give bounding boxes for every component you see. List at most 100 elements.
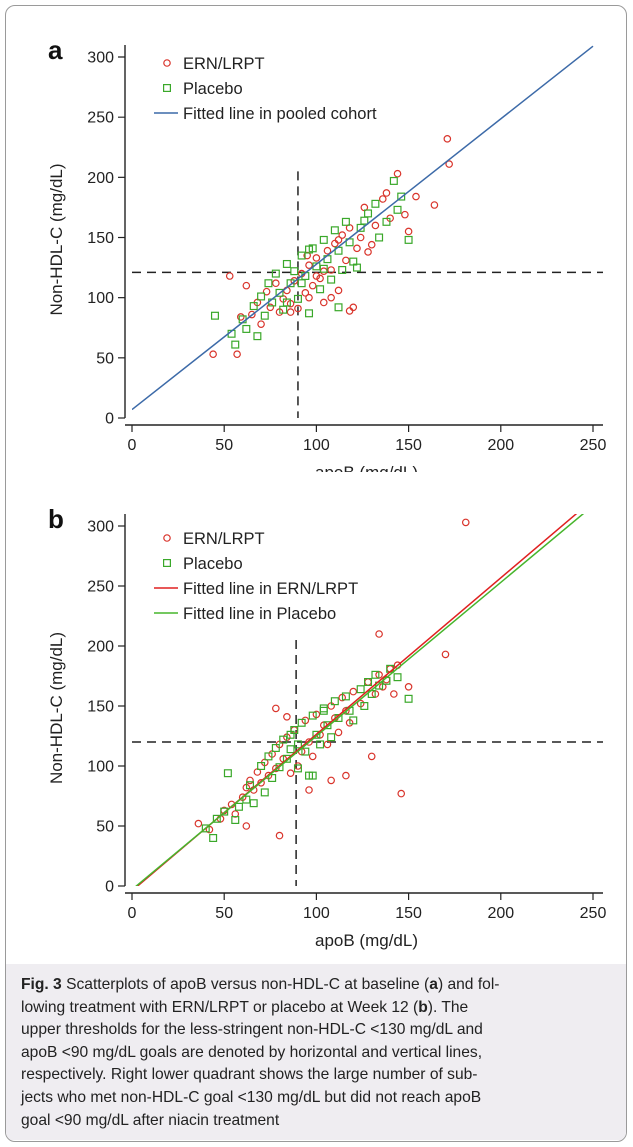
data-point-square bbox=[282, 754, 291, 763]
data-point-square bbox=[360, 216, 369, 225]
data-point-circle bbox=[209, 350, 217, 359]
legend-label: Fitted line in ERN/LRPT bbox=[183, 580, 358, 598]
data-point-circle bbox=[301, 289, 310, 297]
legend-label: ERN/LRPT bbox=[183, 530, 265, 548]
data-point-square bbox=[242, 324, 251, 333]
data-point-square bbox=[364, 209, 373, 218]
data-point-circle bbox=[349, 303, 358, 312]
data-point-circle bbox=[356, 233, 365, 242]
data-point-square bbox=[275, 288, 284, 297]
data-point-circle bbox=[225, 272, 234, 280]
legend-marker-square bbox=[163, 558, 172, 567]
data-point-square bbox=[349, 716, 358, 725]
data-point-square bbox=[327, 275, 336, 284]
data-point-square bbox=[371, 670, 380, 679]
y-tick-label: 50 bbox=[96, 819, 114, 836]
data-point-circle bbox=[262, 287, 271, 296]
data-point-square bbox=[297, 279, 306, 288]
legend-label: Placebo bbox=[183, 555, 243, 573]
caption-label: Fig. 3 bbox=[21, 976, 62, 993]
data-point-circle bbox=[272, 704, 280, 713]
data-point-square bbox=[316, 740, 325, 749]
data-point-square bbox=[305, 245, 314, 254]
x-tick-label: 50 bbox=[215, 437, 233, 454]
data-point-circle bbox=[342, 771, 350, 780]
data-point-square bbox=[360, 702, 369, 711]
fit-line bbox=[132, 45, 594, 411]
data-point-circle bbox=[319, 267, 328, 275]
data-point-square bbox=[364, 678, 373, 687]
data-point-circle bbox=[242, 822, 251, 830]
data-point-circle bbox=[443, 135, 452, 143]
data-point-square bbox=[249, 799, 258, 808]
data-point-square bbox=[260, 311, 269, 320]
data-point-square bbox=[308, 711, 317, 720]
x-tick-label: 100 bbox=[303, 437, 330, 454]
data-point-square bbox=[461, 503, 468, 510]
data-point-square bbox=[286, 279, 295, 288]
data-point-circle bbox=[305, 293, 313, 302]
caption-line-4: respectively. Right lower quadrant shows… bbox=[21, 1066, 478, 1084]
data-point-square bbox=[308, 771, 317, 780]
data-point-circle bbox=[397, 789, 406, 798]
data-point-square bbox=[234, 802, 243, 811]
data-point-circle bbox=[461, 518, 470, 527]
caption-line-3: apoB <90 mg/dL goals are denoted by hori… bbox=[21, 1043, 483, 1061]
x-axis-label: apoB (mg/dL) bbox=[315, 931, 418, 950]
data-point-square bbox=[286, 745, 295, 754]
data-point-circle bbox=[401, 210, 409, 219]
caption-line-6: goal <90 mg/dL after niacin treatment bbox=[21, 1111, 280, 1129]
data-point-square bbox=[271, 269, 280, 278]
data-point-square bbox=[397, 192, 406, 201]
data-point-square bbox=[371, 199, 380, 208]
x-tick-label: 200 bbox=[487, 437, 514, 454]
data-point-square bbox=[253, 332, 262, 341]
data-point-square bbox=[223, 769, 232, 778]
data-point-circle bbox=[327, 266, 335, 274]
panel-label: a bbox=[48, 35, 63, 65]
data-point-square bbox=[271, 744, 280, 753]
data-point-circle bbox=[367, 240, 376, 249]
x-tick-label: 100 bbox=[303, 905, 330, 922]
data-point-square bbox=[212, 814, 221, 823]
y-tick-label: 150 bbox=[87, 230, 114, 247]
data-point-circle bbox=[390, 690, 398, 698]
data-point-circle bbox=[236, 313, 245, 321]
data-point-square bbox=[293, 764, 302, 773]
y-tick-label: 200 bbox=[87, 639, 114, 656]
legend-marker-square bbox=[163, 83, 172, 92]
data-point-circle bbox=[338, 231, 347, 239]
data-point-circle bbox=[323, 246, 332, 255]
data-point-circle bbox=[375, 630, 383, 638]
data-point-square bbox=[264, 279, 273, 288]
data-point-square bbox=[316, 285, 325, 294]
x-axis-label: apoB (mg/dL) bbox=[315, 463, 418, 472]
data-point-circle bbox=[445, 160, 453, 168]
data-point-circle bbox=[364, 248, 372, 256]
legend-label: ERN/LRPT bbox=[183, 55, 265, 73]
plot-area bbox=[132, 503, 603, 886]
data-point-square bbox=[286, 730, 295, 739]
y-tick-label: 200 bbox=[87, 170, 114, 187]
y-tick-label: 300 bbox=[87, 519, 114, 536]
data-point-square bbox=[338, 265, 347, 274]
data-point-square bbox=[404, 235, 413, 244]
x-tick-label: 250 bbox=[580, 905, 607, 922]
data-point-circle bbox=[248, 310, 256, 319]
data-point-square bbox=[319, 704, 328, 713]
y-axis-label: Non-HDL-C (mg/dL) bbox=[47, 632, 66, 784]
y-tick-label: 150 bbox=[87, 699, 114, 716]
data-point-circle bbox=[312, 254, 321, 262]
y-tick-label: 0 bbox=[105, 411, 114, 428]
legend-label: Placebo bbox=[183, 80, 243, 98]
data-point-square bbox=[312, 730, 321, 739]
data-point-square bbox=[352, 263, 361, 272]
x-tick-label: 50 bbox=[215, 905, 233, 922]
data-point-circle bbox=[382, 189, 391, 197]
data-point-circle bbox=[412, 192, 420, 201]
data-point-circle bbox=[441, 650, 450, 659]
scatterplot-a: a 0 50 100 150 200 250 300 0 50 100 150 200 250 apoB (… bbox=[47, 35, 606, 472]
y-tick-label: 250 bbox=[87, 110, 114, 127]
data-point-square bbox=[393, 673, 402, 682]
caption-segment: lowing treatment with ERN/LRPT or placeb… bbox=[21, 998, 419, 1016]
